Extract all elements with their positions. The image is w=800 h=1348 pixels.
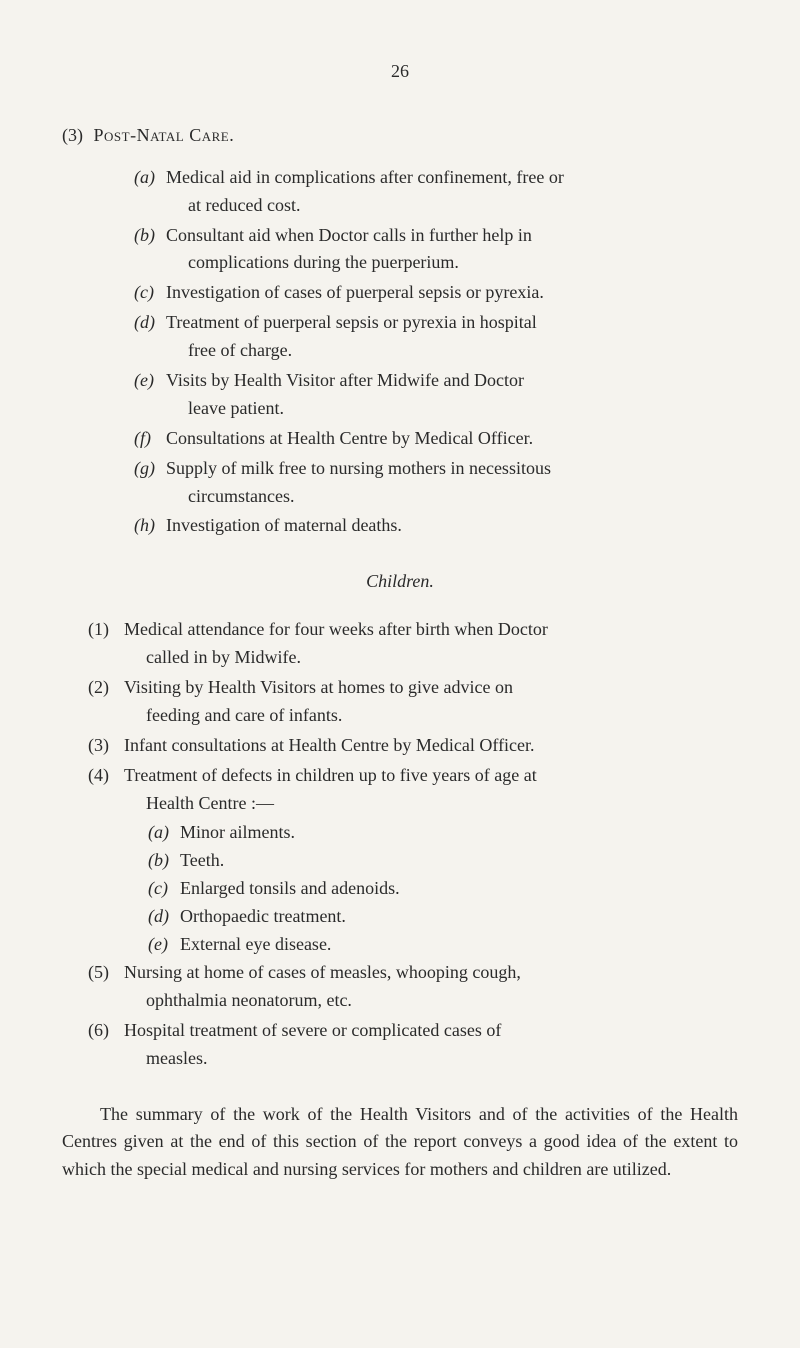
section-heading-post-natal: (3) Post-Natal Care. bbox=[62, 122, 738, 150]
sub-list-item: (d)Orthopaedic treatment. bbox=[148, 903, 738, 931]
item-line: Health Centre :— bbox=[146, 790, 738, 818]
item-content: Hospital treatment of severe or complica… bbox=[124, 1017, 738, 1073]
item-line: Treatment of puerperal sepsis or pyrexia… bbox=[166, 309, 738, 337]
item-line: Visits by Health Visitor after Midwife a… bbox=[166, 367, 738, 395]
item-line: called in by Midwife. bbox=[146, 644, 738, 672]
item-line: Infant consultations at Health Centre by… bbox=[124, 732, 738, 760]
section-title: Post-Natal Care. bbox=[94, 125, 235, 145]
list-item: (2)Visiting by Health Visitors at homes … bbox=[88, 674, 738, 730]
item-content: Medical aid in complications after confi… bbox=[166, 164, 738, 220]
item-content: Investigation of cases of puerperal seps… bbox=[166, 279, 738, 307]
item-content: Orthopaedic treatment. bbox=[180, 903, 738, 931]
item-marker: (3) bbox=[88, 732, 124, 760]
list-item: (3)Infant consultations at Health Centre… bbox=[88, 732, 738, 760]
sub-list-item: (a)Minor ailments. bbox=[148, 819, 738, 847]
item-content: Consultant aid when Doctor calls in furt… bbox=[166, 222, 738, 278]
item-line: Supply of milk free to nursing mothers i… bbox=[166, 455, 738, 483]
item-content: Visiting by Health Visitors at homes to … bbox=[124, 674, 738, 730]
item-marker: (1) bbox=[88, 616, 124, 672]
children-list: (1)Medical attendance for four weeks aft… bbox=[88, 616, 738, 1072]
item-line: leave patient. bbox=[188, 395, 738, 423]
item-line: ophthalmia neonatorum, etc. bbox=[146, 987, 738, 1015]
page-number: 26 bbox=[62, 58, 738, 86]
item-marker: (6) bbox=[88, 1017, 124, 1073]
item-marker: (h) bbox=[134, 512, 166, 540]
item-line: Investigation of maternal deaths. bbox=[166, 512, 738, 540]
item-content: Teeth. bbox=[180, 847, 738, 875]
sub-list-item: (b)Teeth. bbox=[148, 847, 738, 875]
item-line: Medical attendance for four weeks after … bbox=[124, 616, 738, 644]
item-line: Nursing at home of cases of measles, who… bbox=[124, 959, 738, 987]
item-marker: (b) bbox=[134, 222, 166, 278]
item-line: measles. bbox=[146, 1045, 738, 1073]
sub-list: (a)Minor ailments.(b)Teeth.(c)Enlarged t… bbox=[88, 819, 738, 958]
item-marker: (d) bbox=[134, 309, 166, 365]
item-line: Hospital treatment of severe or complica… bbox=[124, 1017, 738, 1045]
list-item: (6)Hospital treatment of severe or compl… bbox=[88, 1017, 738, 1073]
item-line: Visiting by Health Visitors at homes to … bbox=[124, 674, 738, 702]
summary-paragraph: The summary of the work of the Health Vi… bbox=[62, 1101, 738, 1185]
item-marker: (c) bbox=[134, 279, 166, 307]
list-item: (a)Medical aid in complications after co… bbox=[134, 164, 738, 220]
item-content: Investigation of maternal deaths. bbox=[166, 512, 738, 540]
item-content: Supply of milk free to nursing mothers i… bbox=[166, 455, 738, 511]
item-line: Consultations at Health Centre by Medica… bbox=[166, 425, 738, 453]
item-line: free of charge. bbox=[188, 337, 738, 365]
list-item: (h)Investigation of maternal deaths. bbox=[134, 512, 738, 540]
item-line: Investigation of cases of puerperal seps… bbox=[166, 279, 738, 307]
item-line: at reduced cost. bbox=[188, 192, 738, 220]
item-marker: (d) bbox=[148, 903, 180, 931]
item-line: Treatment of defects in children up to f… bbox=[124, 762, 738, 790]
list-item: (c)Investigation of cases of puerperal s… bbox=[134, 279, 738, 307]
item-content: Visits by Health Visitor after Midwife a… bbox=[166, 367, 738, 423]
list-item: (b)Consultant aid when Doctor calls in f… bbox=[134, 222, 738, 278]
item-line: circumstances. bbox=[188, 483, 738, 511]
item-marker: (f) bbox=[134, 425, 166, 453]
item-marker: (e) bbox=[148, 931, 180, 959]
item-content: Enlarged tonsils and adenoids. bbox=[180, 875, 738, 903]
item-marker: (c) bbox=[148, 875, 180, 903]
sub-list-item: (c)Enlarged tonsils and adenoids. bbox=[148, 875, 738, 903]
list-item: (5)Nursing at home of cases of measles, … bbox=[88, 959, 738, 1015]
item-content: Consultations at Health Centre by Medica… bbox=[166, 425, 738, 453]
item-marker: (g) bbox=[134, 455, 166, 511]
item-content: External eye disease. bbox=[180, 931, 738, 959]
sub-list-item: (e)External eye disease. bbox=[148, 931, 738, 959]
item-marker: (2) bbox=[88, 674, 124, 730]
item-line: complications during the puerperium. bbox=[188, 249, 738, 277]
item-marker: (a) bbox=[134, 164, 166, 220]
item-line: feeding and care of infants. bbox=[146, 702, 738, 730]
item-content: Treatment of defects in children up to f… bbox=[124, 762, 738, 818]
list-item: (d)Treatment of puerperal sepsis or pyre… bbox=[134, 309, 738, 365]
list-item: (f)Consultations at Health Centre by Med… bbox=[134, 425, 738, 453]
item-content: Medical attendance for four weeks after … bbox=[124, 616, 738, 672]
list-item: (e)Visits by Health Visitor after Midwif… bbox=[134, 367, 738, 423]
children-heading: Children. bbox=[62, 568, 738, 596]
section-number: (3) bbox=[62, 125, 83, 145]
item-marker: (a) bbox=[148, 819, 180, 847]
item-content: Treatment of puerperal sepsis or pyrexia… bbox=[166, 309, 738, 365]
item-line: Medical aid in complications after confi… bbox=[166, 164, 738, 192]
list-item: (g)Supply of milk free to nursing mother… bbox=[134, 455, 738, 511]
item-content: Nursing at home of cases of measles, who… bbox=[124, 959, 738, 1015]
post-natal-list: (a)Medical aid in complications after co… bbox=[134, 164, 738, 541]
list-item: (4)Treatment of defects in children up t… bbox=[88, 762, 738, 818]
list-item: (1)Medical attendance for four weeks aft… bbox=[88, 616, 738, 672]
item-line: Consultant aid when Doctor calls in furt… bbox=[166, 222, 738, 250]
item-content: Minor ailments. bbox=[180, 819, 738, 847]
item-marker: (e) bbox=[134, 367, 166, 423]
item-marker: (5) bbox=[88, 959, 124, 1015]
item-marker: (b) bbox=[148, 847, 180, 875]
item-content: Infant consultations at Health Centre by… bbox=[124, 732, 738, 760]
item-marker: (4) bbox=[88, 762, 124, 818]
